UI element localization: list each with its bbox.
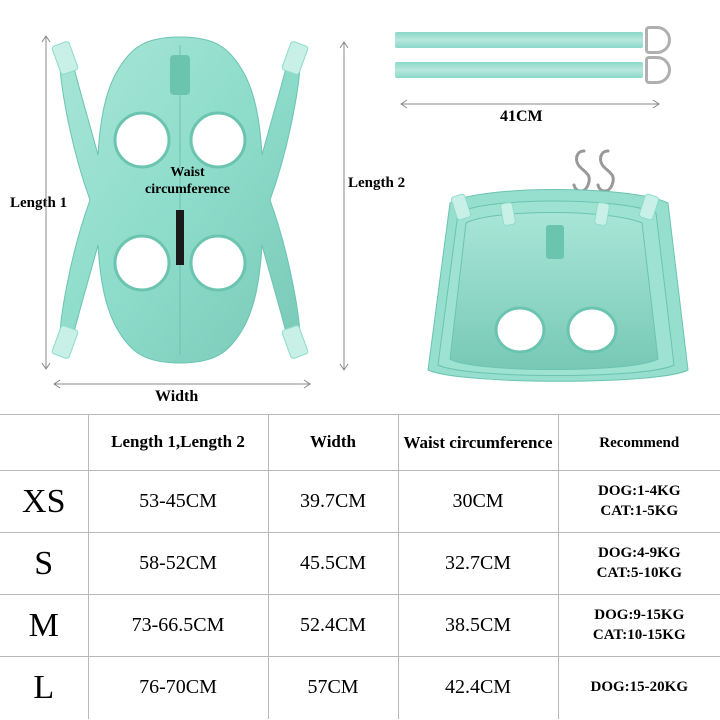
product-diagram-area: Waist circumference Length 1 Width 41CM … xyxy=(0,0,720,410)
table-header-row: Length 1,Length 2 Width Waist circumfere… xyxy=(0,415,720,471)
harness-stacked-illustration xyxy=(410,175,700,390)
cell-recommend: DOG:1-4KG CAT:1-5KG xyxy=(558,471,720,533)
strap-pair-illustration xyxy=(395,30,685,100)
cell-recommend: DOG:4-9KG CAT:5-10KG xyxy=(558,533,720,595)
cell-waist: 38.5CM xyxy=(398,595,558,657)
col-width: Width xyxy=(268,415,398,471)
dimension-width-line xyxy=(48,378,316,390)
cell-length: 58-52CM xyxy=(88,533,268,595)
harness-flat-illustration xyxy=(50,25,310,375)
table-row: L76-70CM57CM42.4CMDOG:15-20KG xyxy=(0,657,720,719)
cell-length: 73-66.5CM xyxy=(88,595,268,657)
cell-waist: 32.7CM xyxy=(398,533,558,595)
col-waist: Waist circumference xyxy=(398,415,558,471)
col-length: Length 1,Length 2 xyxy=(88,415,268,471)
label-strap-length: 41CM xyxy=(500,108,543,126)
strap xyxy=(395,60,665,80)
cell-size: S xyxy=(0,533,88,595)
strap xyxy=(395,30,665,50)
label-length2: Length 2 xyxy=(348,175,405,192)
table-row: S58-52CM45.5CM32.7CMDOG:4-9KG CAT:5-10KG xyxy=(0,533,720,595)
table-row: M73-66.5CM52.4CM38.5CMDOG:9-15KG CAT:10-… xyxy=(0,595,720,657)
label-width: Width xyxy=(155,388,198,406)
cell-recommend: DOG:15-20KG xyxy=(558,657,720,719)
cell-width: 57CM xyxy=(268,657,398,719)
cell-waist: 30CM xyxy=(398,471,558,533)
cell-width: 39.7CM xyxy=(268,471,398,533)
cell-length: 53-45CM xyxy=(88,471,268,533)
cell-waist: 42.4CM xyxy=(398,657,558,719)
cell-width: 52.4CM xyxy=(268,595,398,657)
cell-length: 76-70CM xyxy=(88,657,268,719)
cell-recommend: DOG:9-15KG CAT:10-15KG xyxy=(558,595,720,657)
size-chart-table: Length 1,Length 2 Width Waist circumfere… xyxy=(0,414,720,719)
cell-width: 45.5CM xyxy=(268,533,398,595)
cell-size: L xyxy=(0,657,88,719)
dimension-length1-line xyxy=(40,30,52,375)
label-waist-circumference: Waist circumference xyxy=(145,165,230,199)
dimension-length2-line xyxy=(338,36,350,376)
label-length1: Length 1 xyxy=(10,195,67,212)
cell-size: M xyxy=(0,595,88,657)
col-size xyxy=(0,415,88,471)
table-row: XS53-45CM39.7CM30CMDOG:1-4KG CAT:1-5KG xyxy=(0,471,720,533)
cell-size: XS xyxy=(0,471,88,533)
col-recommend: Recommend xyxy=(558,415,720,471)
